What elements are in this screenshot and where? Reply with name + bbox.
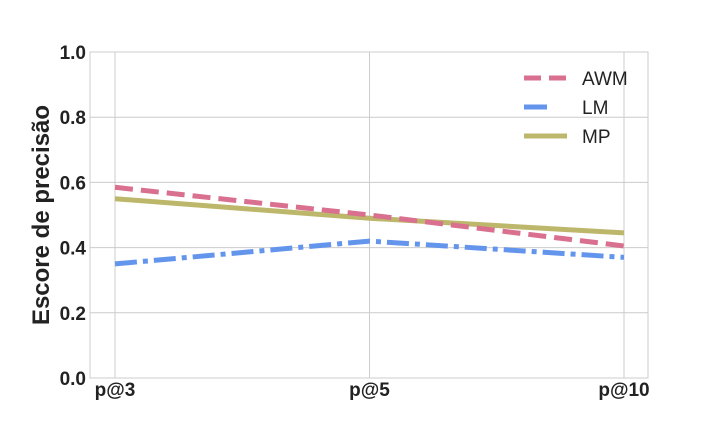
series-lines [114,184,625,267]
y-tick-label: 0.6 [60,173,86,194]
grid [90,51,648,379]
legend-label-mp: MP [582,127,611,148]
x-tick-label: p@10 [598,380,649,401]
legend-label-lm: LM [582,98,608,119]
y-tick-label: 0.2 [60,304,86,325]
y-axis-label: Escore de precisão [28,105,55,325]
legend-label-awm: AWM [582,69,628,90]
legend: AWM LM MP [524,69,628,148]
x-axis-ticks: p@3 p@5 p@10 [95,380,650,401]
plot-area [89,51,649,379]
y-tick-label: 1.0 [60,43,86,64]
series-line-awm [114,184,625,249]
y-axis-ticks: 0.0 0.2 0.4 0.6 0.8 1.0 [60,43,87,390]
x-tick-label: p@5 [349,380,390,401]
y-tick-label: 0.0 [60,369,86,390]
x-tick-label: p@3 [95,380,136,401]
y-tick-label: 0.4 [60,239,87,260]
y-tick-label: 0.8 [60,108,86,129]
